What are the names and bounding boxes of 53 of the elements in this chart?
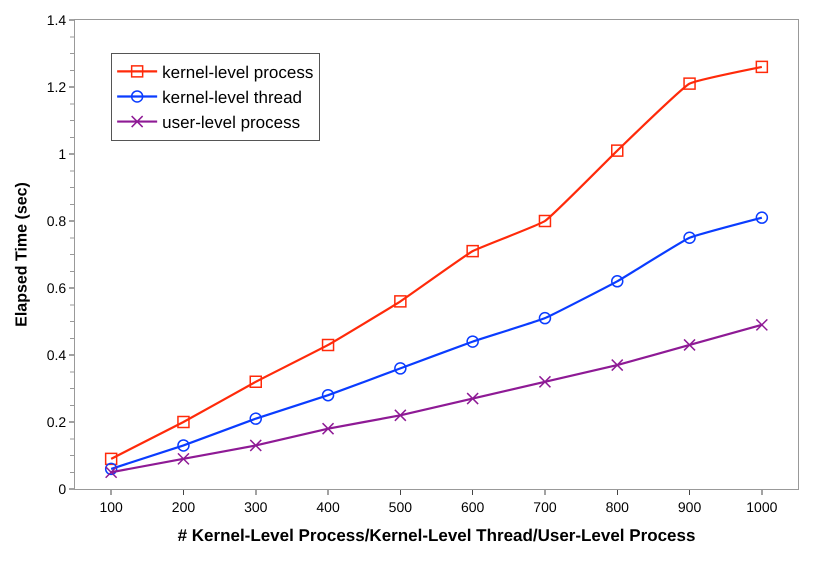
x-tick-label: 600 xyxy=(460,498,485,515)
legend-label: user-level process xyxy=(162,113,300,132)
point xyxy=(177,439,190,452)
point xyxy=(538,312,552,324)
legend-label: kernel-level thread xyxy=(162,88,302,108)
x-tick-label: 800 xyxy=(606,498,630,515)
point xyxy=(466,244,479,258)
point xyxy=(394,409,407,422)
point xyxy=(756,318,768,332)
point xyxy=(104,452,118,466)
point xyxy=(104,466,118,478)
point xyxy=(177,452,190,466)
point xyxy=(466,335,479,348)
x-tick-label: 500 xyxy=(388,498,412,515)
x-tick-label: 900 xyxy=(678,498,702,515)
x-tick-label: 300 xyxy=(244,498,268,515)
point xyxy=(250,376,262,388)
point xyxy=(322,422,334,435)
y-tick-label: 0.2 xyxy=(46,414,66,430)
point xyxy=(683,338,696,352)
point xyxy=(683,232,696,244)
y-tick-label: 1.4 xyxy=(46,12,66,28)
point xyxy=(250,412,262,425)
point xyxy=(394,362,407,375)
point xyxy=(177,416,190,428)
legend-label: kernel-level process xyxy=(162,63,314,82)
point xyxy=(756,211,768,224)
y-tick-label: 0.6 xyxy=(46,280,66,296)
x-tick-label: 200 xyxy=(172,498,196,515)
x-tick-label: 400 xyxy=(316,498,340,515)
point xyxy=(683,77,696,90)
point xyxy=(538,214,552,228)
x-tick-label: 700 xyxy=(533,498,557,515)
y-tick-label: 0.8 xyxy=(46,212,66,229)
point xyxy=(394,295,407,308)
y-tick-label: 0 xyxy=(58,480,66,497)
point xyxy=(756,60,768,74)
point xyxy=(322,338,334,352)
y-tick-label: 1 xyxy=(58,146,66,162)
y-axis-title: Elapsed Time (sec) xyxy=(14,182,31,327)
point xyxy=(611,275,624,288)
x-tick-label: 100 xyxy=(99,498,124,515)
y-tick-label: 0.4 xyxy=(46,346,66,363)
point xyxy=(104,462,118,476)
point xyxy=(466,392,479,405)
point xyxy=(250,439,262,452)
point xyxy=(611,358,624,372)
point xyxy=(611,144,624,157)
y-tick-label: 1.2 xyxy=(46,78,66,95)
x-tick-label: 1000 xyxy=(746,498,778,515)
x-axis-title: # Kernel-Level Process/Kernel-Level Thread/User-Level Process xyxy=(178,526,696,546)
point xyxy=(322,388,334,402)
point xyxy=(538,376,552,388)
